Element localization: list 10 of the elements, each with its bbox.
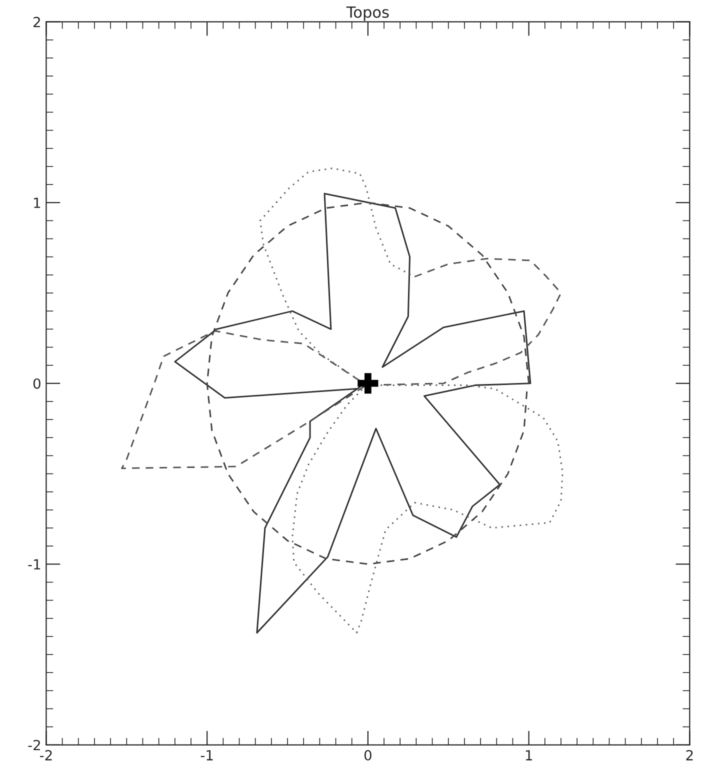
- x-tick-label: 0: [364, 750, 372, 761]
- x-tick-label: 1: [526, 750, 532, 760]
- x-tick-label: -1: [200, 750, 213, 760]
- y-tick-label: 2: [34, 16, 40, 28]
- y-tick-label: -2: [28, 740, 40, 750]
- chart-title: Topos: [346, 6, 389, 21]
- y-tick-label: -1: [28, 559, 40, 570]
- x-tick-label: 2: [686, 750, 693, 760]
- y-tick-label: 1: [34, 198, 40, 208]
- y-tick-label: 0: [33, 378, 40, 389]
